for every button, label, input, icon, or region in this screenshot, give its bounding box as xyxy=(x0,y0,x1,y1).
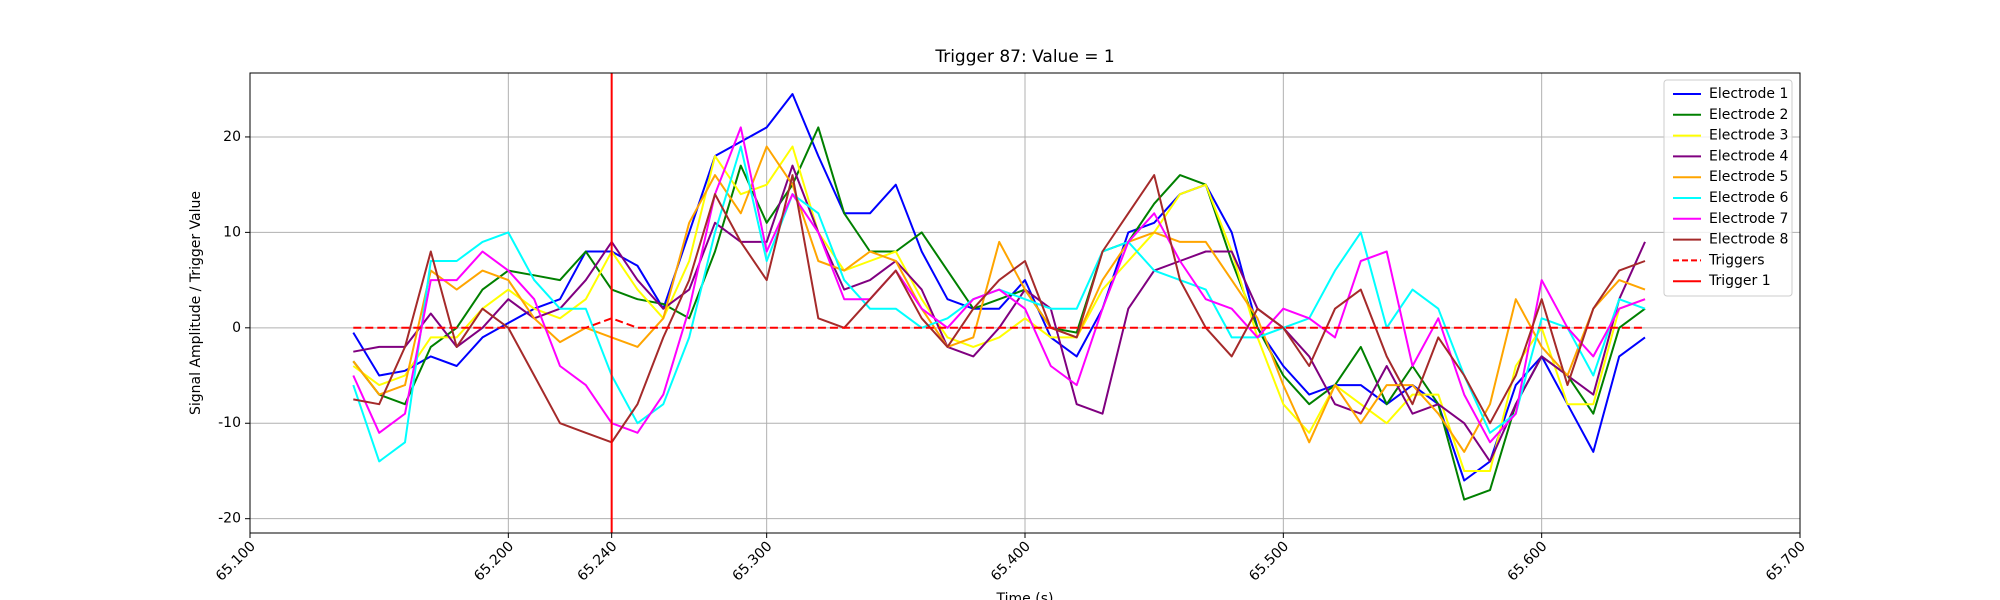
legend-label: Trigger 1 xyxy=(1708,273,1771,289)
legend-label: Electrode 4 xyxy=(1709,148,1788,164)
x-axis-label: Time (s) xyxy=(996,591,1054,600)
series-line xyxy=(353,174,1646,444)
legend-label: Electrode 2 xyxy=(1709,107,1788,123)
legend-label: Electrode 8 xyxy=(1709,232,1788,248)
x-tick-label: 65.240 xyxy=(575,539,621,585)
series-line xyxy=(352,126,1646,444)
y-tick-label: -20 xyxy=(218,511,241,527)
legend-label: Electrode 5 xyxy=(1709,169,1788,185)
chart-title: Trigger 87: Value = 1 xyxy=(934,47,1114,67)
y-tick-label: -10 xyxy=(218,415,241,431)
legend-label: Electrode 7 xyxy=(1709,211,1788,227)
x-tick-label: 65.300 xyxy=(730,539,776,585)
x-tick-label: 65.400 xyxy=(988,539,1034,585)
legend-box xyxy=(1663,79,1793,297)
series-line xyxy=(352,93,1646,482)
y-tick-label: 10 xyxy=(223,224,241,240)
y-tick-label: 20 xyxy=(223,129,241,145)
series-line xyxy=(352,126,1646,501)
series-line xyxy=(353,317,1645,329)
legend-label: Electrode 3 xyxy=(1709,128,1788,144)
y-tick-label: 0 xyxy=(232,320,241,336)
series-line xyxy=(352,145,1646,453)
x-tick-label: 65.200 xyxy=(471,539,517,585)
legend-label: Electrode 6 xyxy=(1709,190,1788,206)
series-line xyxy=(353,164,1646,463)
series-line xyxy=(352,145,1646,472)
y-axis-label: Signal Amplitude / Trigger Value xyxy=(188,191,204,415)
x-tick-label: 65.600 xyxy=(1505,539,1551,585)
legend-label: Triggers xyxy=(1708,252,1765,268)
axes-frame xyxy=(249,72,1801,534)
legend-label: Electrode 1 xyxy=(1709,86,1788,102)
x-tick-label: 65.500 xyxy=(1246,539,1292,585)
x-tick-label: 65.100 xyxy=(213,539,259,585)
x-tick-label: 65.700 xyxy=(1763,539,1809,585)
